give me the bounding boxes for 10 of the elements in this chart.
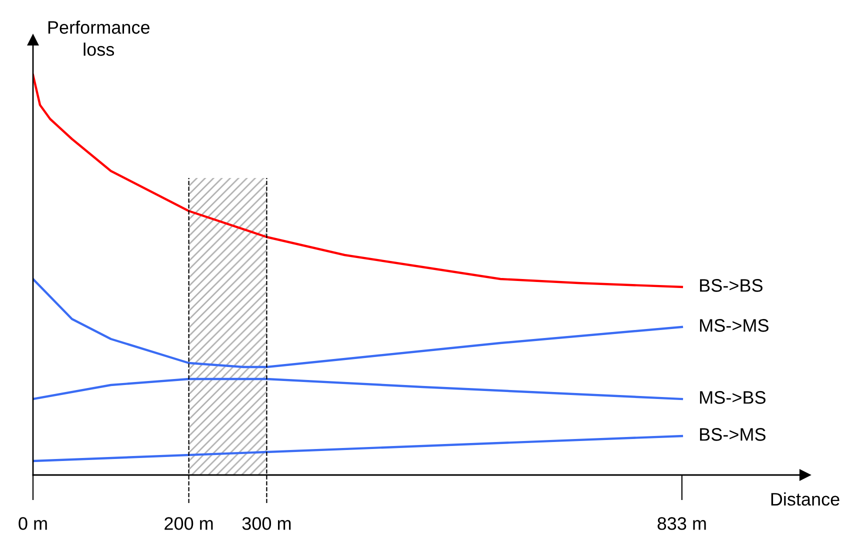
x-tick-label: 833 m	[658, 517, 706, 530]
series-label: MS->MS	[700, 319, 768, 332]
series-label: MS->BS	[700, 391, 766, 404]
x-tick-label: 300 m	[242, 517, 291, 530]
series-label: BS->BS	[700, 279, 762, 292]
x-tick-label: 200 m	[164, 517, 213, 530]
x-axis-title: Distance	[771, 492, 840, 506]
y-axis-title: Performance loss	[48, 20, 150, 56]
x-tick-label: 0 m	[18, 517, 47, 530]
series-label: BS->MS	[700, 428, 766, 441]
